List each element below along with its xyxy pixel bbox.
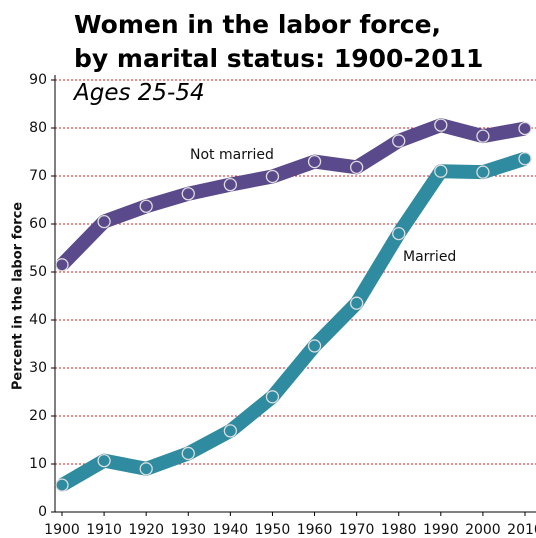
y-tick-label: 0 bbox=[38, 504, 47, 520]
data-point bbox=[55, 478, 69, 492]
y-tick-label: 90 bbox=[29, 72, 47, 88]
data-point bbox=[392, 226, 406, 241]
y-tick-label: 70 bbox=[29, 168, 47, 184]
x-tick-label: 1960 bbox=[297, 522, 333, 538]
data-point bbox=[265, 169, 280, 184]
y-tick-label: 60 bbox=[29, 216, 47, 232]
data-point bbox=[307, 339, 322, 353]
data-point bbox=[518, 152, 532, 166]
y-tick-label: 50 bbox=[29, 264, 47, 280]
x-tick-label: 1950 bbox=[255, 522, 291, 538]
y-tick-label: 40 bbox=[29, 312, 47, 328]
data-point bbox=[55, 258, 69, 272]
data-point bbox=[97, 214, 111, 229]
data-point bbox=[434, 118, 448, 132]
data-point bbox=[349, 296, 364, 310]
data-point bbox=[223, 424, 238, 438]
data-point bbox=[181, 187, 195, 201]
x-tick-label: 1980 bbox=[381, 522, 417, 538]
y-axis-label: Percent in the labor force bbox=[11, 202, 26, 390]
y-tick-label: 80 bbox=[29, 120, 47, 136]
series-line bbox=[56, 118, 527, 270]
data-point bbox=[265, 390, 280, 404]
chart-subtitle: Ages 25-54 bbox=[74, 80, 205, 106]
data-point bbox=[223, 177, 238, 192]
data-point bbox=[307, 154, 322, 169]
data-point bbox=[181, 446, 195, 461]
data-point bbox=[476, 129, 490, 143]
x-tick-label: 1930 bbox=[170, 522, 206, 538]
data-point bbox=[518, 121, 532, 136]
y-tick-label: 30 bbox=[29, 360, 47, 376]
data-point bbox=[349, 160, 364, 175]
series-line bbox=[58, 152, 528, 492]
x-tick-label: 2010 bbox=[507, 522, 536, 538]
x-tick-label: 1990 bbox=[423, 522, 459, 538]
data-point bbox=[434, 164, 448, 178]
y-tick-label: 10 bbox=[29, 456, 47, 472]
x-tick-label: 1900 bbox=[44, 522, 80, 538]
data-point bbox=[476, 165, 490, 179]
x-tick-label: 1920 bbox=[128, 522, 164, 538]
x-tick-label: 1970 bbox=[339, 522, 375, 538]
data-point bbox=[392, 134, 406, 148]
series-label: Married bbox=[403, 249, 456, 265]
data-point bbox=[139, 462, 153, 476]
x-tick-label: 2000 bbox=[465, 522, 501, 538]
series-label: Not married bbox=[190, 147, 274, 163]
y-tick-label: 20 bbox=[29, 408, 47, 424]
data-point bbox=[97, 453, 111, 468]
x-tick-label: 1940 bbox=[213, 522, 249, 538]
x-tick-label: 1910 bbox=[86, 522, 122, 538]
data-point bbox=[139, 199, 153, 213]
chart-title: Women in the labor force, by marital sta… bbox=[74, 8, 484, 76]
